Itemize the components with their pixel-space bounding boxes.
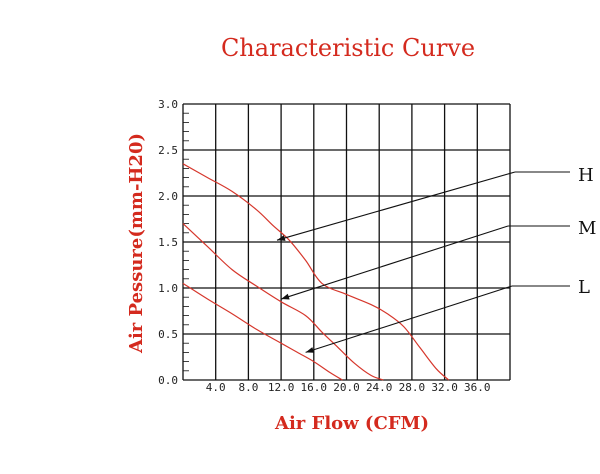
chart-title: Characteristic Curve xyxy=(221,34,475,62)
x-tick-label: 28.0 xyxy=(399,381,426,394)
y-tick-label: 1.0 xyxy=(158,282,178,295)
x-axis-label: Air Flow (CFM) xyxy=(274,413,429,434)
y-minor-ticks xyxy=(183,112,189,372)
series-line-l xyxy=(182,282,343,381)
plot-grid xyxy=(182,103,511,381)
x-tick-label: 4.0 xyxy=(206,381,226,394)
series-line-h xyxy=(182,163,450,381)
x-tick-label: 8.0 xyxy=(238,381,258,394)
x-tick-labels: 4.0 8.0 12.0 16.0 20.0 24.0 28.0 32.0 36.0 xyxy=(206,381,491,394)
y-tick-label: 0.5 xyxy=(158,328,178,341)
x-tick-label: 24.0 xyxy=(366,381,393,394)
x-tick-label: 12.0 xyxy=(268,381,295,394)
y-tick-labels: 0.0 0.5 1.0 1.5 2.0 2.5 3.0 xyxy=(158,98,178,387)
legend-leader-m xyxy=(280,225,509,300)
legend-label-h: H xyxy=(578,165,594,186)
legend-arrowhead-l xyxy=(305,347,315,353)
y-tick-label: 2.5 xyxy=(158,144,178,157)
legend-arrowhead-h xyxy=(277,235,286,241)
y-tick-label: 1.5 xyxy=(158,236,178,249)
y-tick-label: 2.0 xyxy=(158,190,178,203)
series-line-m xyxy=(182,223,384,381)
y-tick-label: 3.0 xyxy=(158,98,178,111)
y-axis-label: Air Pessure(mm-H20) xyxy=(126,133,147,354)
legend-leader-h xyxy=(276,171,516,241)
x-tick-label: 32.0 xyxy=(431,381,458,394)
x-tick-label: 36.0 xyxy=(464,381,491,394)
series-curves xyxy=(182,163,450,381)
legend: H M L xyxy=(276,165,596,353)
x-tick-label: 20.0 xyxy=(333,381,360,394)
legend-leader-l xyxy=(305,285,513,353)
y-tick-label: 0.0 xyxy=(158,374,178,387)
legend-label-m: M xyxy=(578,218,596,239)
legend-arrowhead-m xyxy=(281,293,290,300)
x-tick-label: 16.0 xyxy=(301,381,328,394)
legend-label-l: L xyxy=(578,277,590,298)
